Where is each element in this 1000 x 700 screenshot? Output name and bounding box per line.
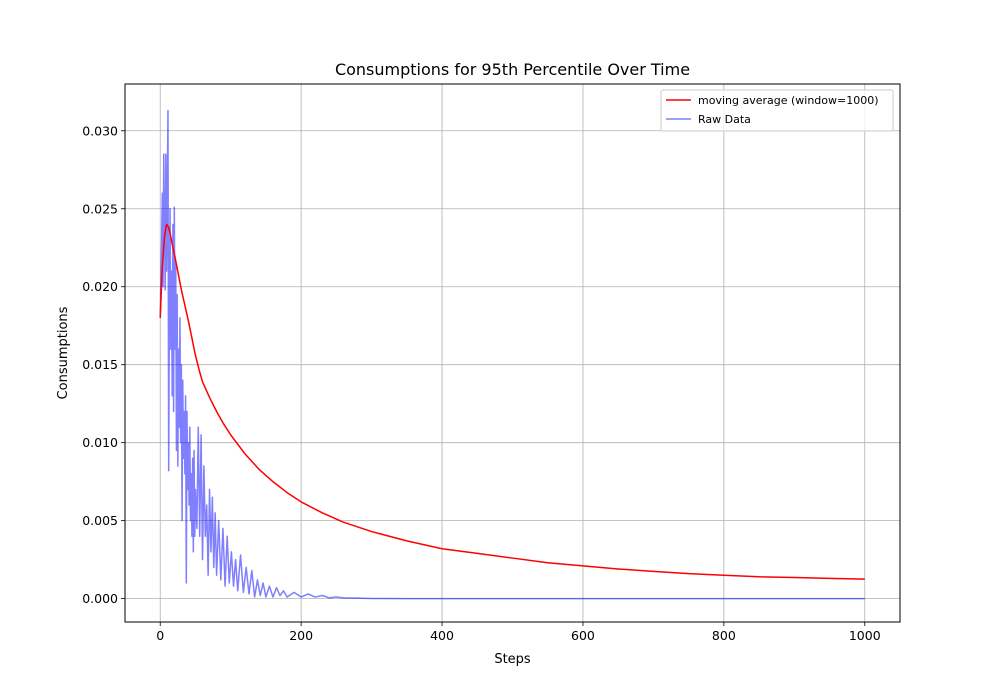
legend-label-raw-data: Raw Data bbox=[698, 113, 751, 126]
legend-label-moving-average: moving average (window=1000) bbox=[698, 94, 879, 107]
y-tick-label: 0.025 bbox=[82, 201, 118, 216]
plot-series bbox=[159, 109, 865, 600]
chart-title: Consumptions for 95th Percentile Over Ti… bbox=[335, 60, 690, 79]
moving-average-line bbox=[159, 223, 865, 580]
y-axis-label: Consumptions bbox=[56, 306, 71, 399]
y-tick-label: 0.020 bbox=[82, 279, 118, 294]
y-tick-label: 0.010 bbox=[82, 435, 118, 450]
grid bbox=[125, 84, 900, 622]
x-axis-label: Steps bbox=[494, 652, 531, 667]
x-tick-label: 0 bbox=[156, 628, 164, 643]
legend: moving average (window=1000) Raw Data bbox=[660, 89, 894, 132]
x-tick-label: 200 bbox=[289, 628, 313, 643]
plot-frame bbox=[124, 83, 901, 623]
raw-data-line bbox=[159, 109, 865, 600]
x-tick-label: 800 bbox=[712, 628, 736, 643]
x-tick-label: 600 bbox=[571, 628, 595, 643]
x-axis-ticks: 0 200 400 600 800 1000 bbox=[156, 622, 881, 643]
x-tick-label: 1000 bbox=[849, 628, 881, 643]
y-axis-ticks: 0.000 0.005 0.010 0.015 0.020 0.025 0.030 bbox=[82, 123, 125, 606]
y-tick-label: 0.015 bbox=[82, 357, 118, 372]
y-tick-label: 0.005 bbox=[82, 513, 118, 528]
legend-box bbox=[660, 89, 894, 132]
y-tick-label: 0.000 bbox=[82, 591, 118, 606]
y-tick-label: 0.030 bbox=[82, 123, 118, 138]
x-tick-label: 400 bbox=[430, 628, 454, 643]
